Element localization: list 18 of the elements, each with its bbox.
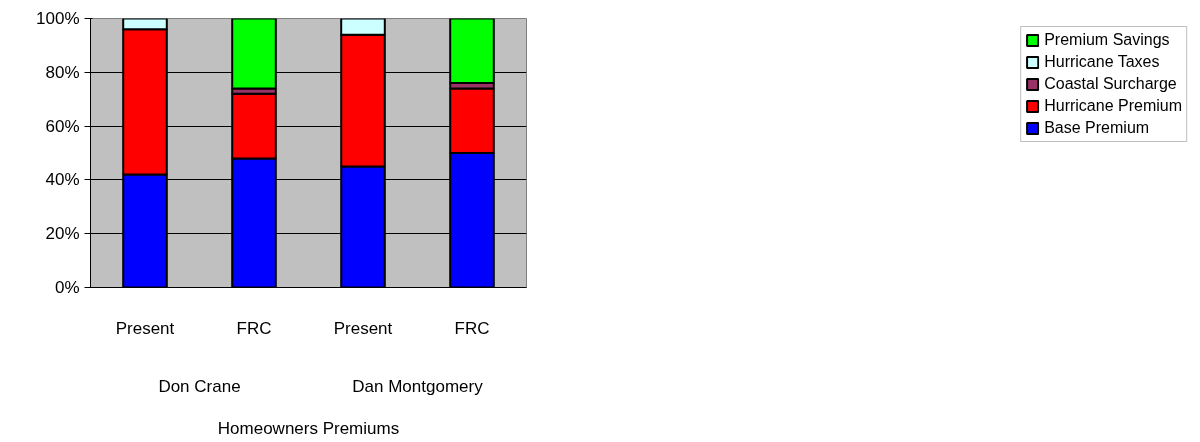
legend-label: Hurricane Premium: [1044, 97, 1182, 115]
y-tick-label: 40%: [45, 170, 80, 190]
y-tick-label: 20%: [45, 224, 80, 244]
legend-label: Base Premium: [1044, 119, 1150, 137]
y-tick-label: 80%: [45, 62, 80, 82]
legend-label: Premium Savings: [1044, 31, 1170, 49]
x-axis-title: Homeowners Premiums: [217, 418, 400, 438]
y-tick-label: 60%: [45, 116, 80, 136]
x-tick-label: Present: [333, 318, 393, 338]
text: Dan Montgomery: [352, 376, 484, 396]
y-tick-label: 100%: [36, 9, 80, 28]
text: Don Crane: [158, 376, 241, 396]
x-tick-label: FRC: [236, 318, 272, 338]
legend-label: Hurricane Taxes: [1044, 53, 1160, 71]
x-tick-label: Present: [115, 318, 175, 338]
x-tick-label: FRC: [454, 318, 490, 338]
legend-label: Coastal Surcharge: [1044, 75, 1177, 93]
y-tick-label: 0%: [54, 278, 80, 297]
